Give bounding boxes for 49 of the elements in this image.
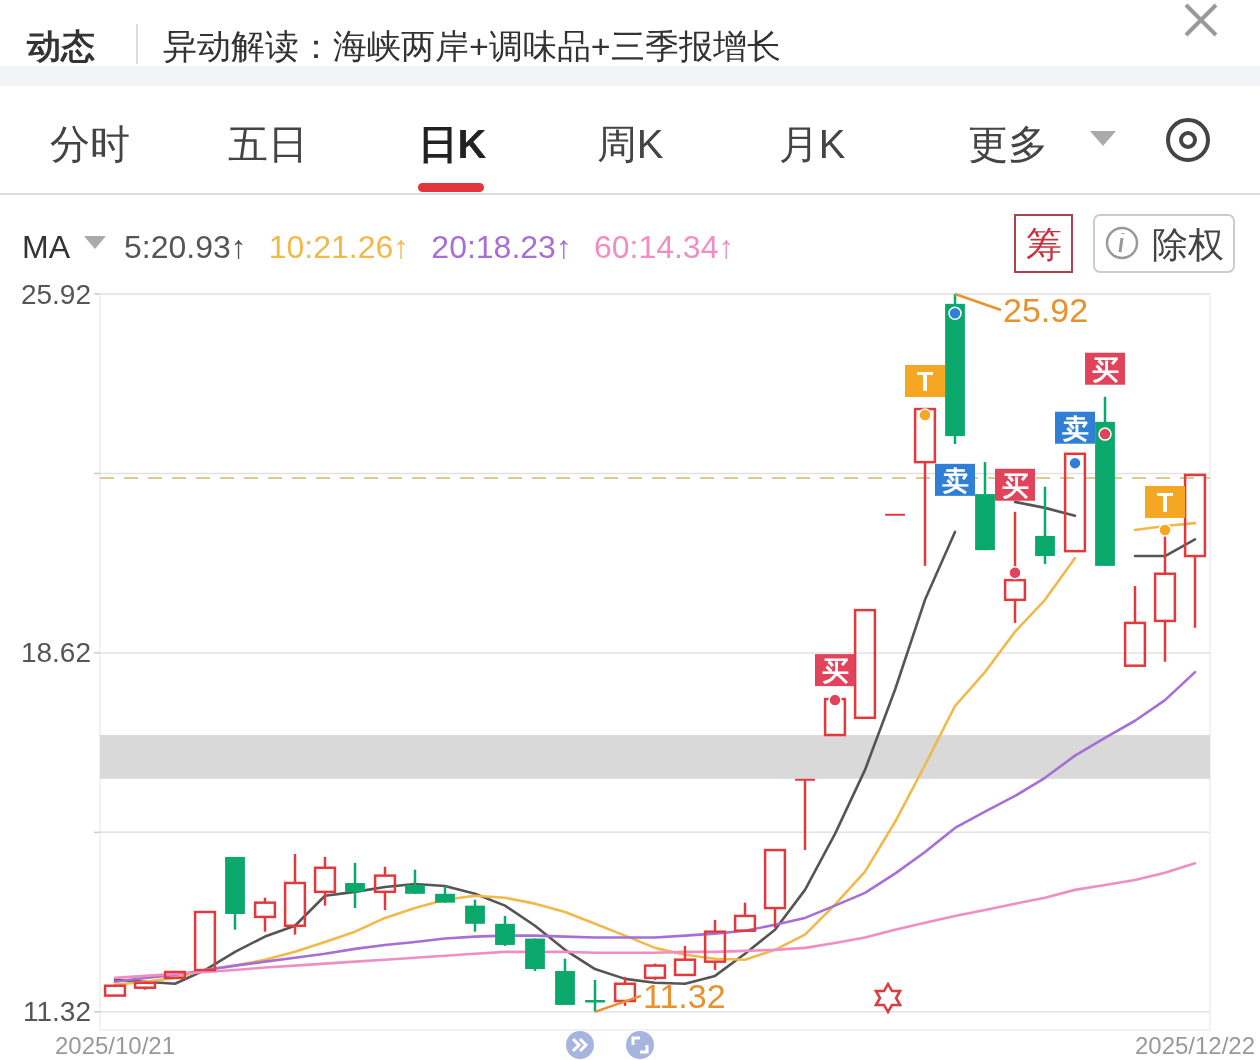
x-tick-label: 2025/10/21 (54, 1032, 176, 1059)
data-label: 买 (1091, 354, 1119, 385)
text: 分时 (50, 122, 130, 166)
candlestick (193, 910, 217, 972)
point (1008, 566, 1022, 580)
text: 更多 (968, 122, 1048, 166)
data-label: 买 (821, 656, 849, 687)
y-tick-label: 11.32 (23, 996, 91, 1028)
x-tick-label: 2025/12/22 (1134, 1032, 1256, 1059)
candlestick (163, 970, 187, 980)
candlestick (913, 407, 937, 568)
text: 60:14.34↑ (593, 229, 735, 265)
chart-title: 动态 (26, 27, 95, 65)
candlestick (1003, 510, 1027, 625)
data-label: 卖 (1061, 413, 1089, 444)
text: 5:20.93↑ (124, 229, 247, 265)
text: 日K (417, 122, 487, 166)
data-label: T (1156, 487, 1174, 518)
text: 五日 (228, 122, 308, 166)
point (948, 306, 962, 320)
text: 20:18.23↑ (431, 229, 572, 265)
point (1098, 427, 1112, 441)
candlestick (794, 778, 816, 852)
text: 月K (778, 122, 846, 166)
data-label: 买 (1001, 470, 1029, 501)
annotation: 11.32 (643, 976, 726, 1015)
candlestick (1123, 584, 1147, 667)
candlestick (1063, 452, 1087, 553)
data-label: 卖 (941, 465, 969, 496)
line-series (113, 862, 1197, 980)
candlestick (1183, 473, 1207, 630)
text: 周K (596, 122, 664, 166)
text: 筹 (1025, 224, 1062, 265)
candlestick (763, 848, 787, 929)
chart-subtitle: 异动解读：海峡两岸+调味品+三季报增长 (163, 27, 781, 65)
candlestick (853, 608, 877, 720)
point (918, 408, 932, 422)
y-tick-label: 18.62 (20, 637, 91, 669)
y-tick-label: 25.92 (20, 278, 91, 310)
text: 10:21.26↑ (268, 229, 410, 265)
candlestick (884, 513, 906, 516)
data-label: T (916, 367, 934, 398)
point (828, 693, 842, 707)
legend-title: MA (22, 229, 71, 265)
annotation: 25.92 (1003, 291, 1089, 329)
point (1158, 523, 1172, 537)
candlestick (103, 984, 127, 997)
text: 除权 (1152, 224, 1224, 265)
point (1068, 456, 1082, 470)
